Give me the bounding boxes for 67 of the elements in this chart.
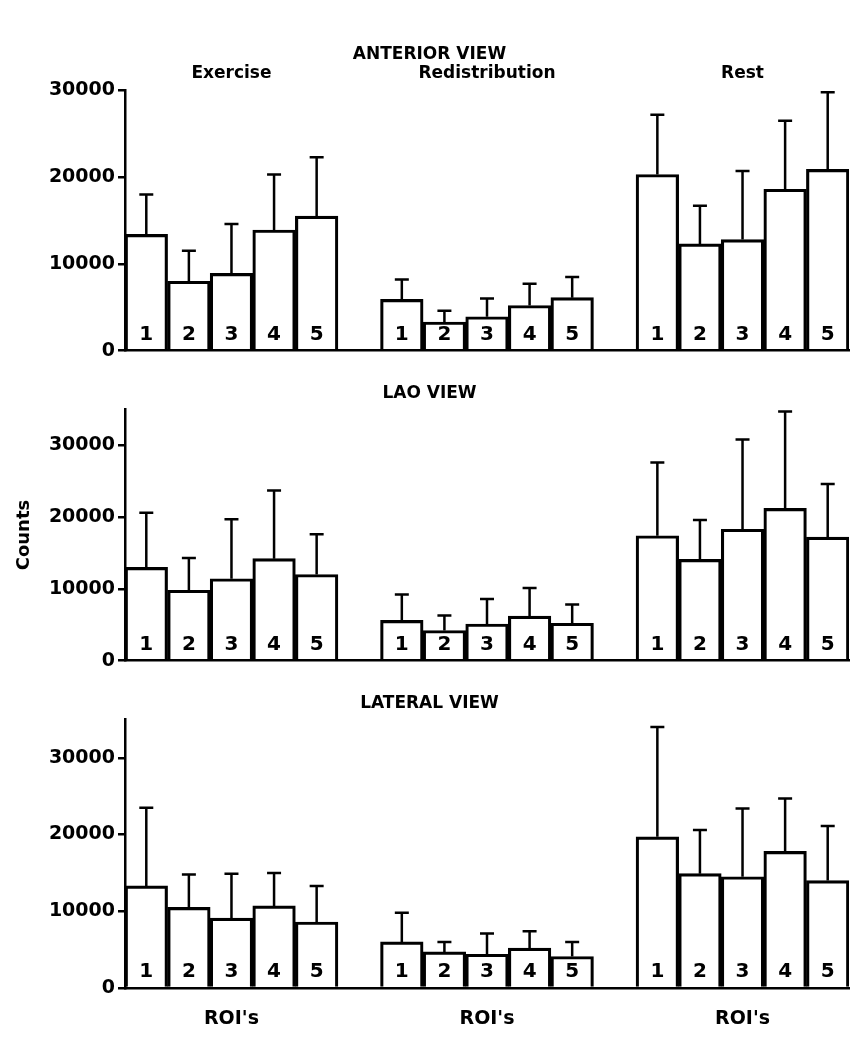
chart-title: ANTERIOR VIEW (352, 42, 507, 63)
x-tick-label: 1 (139, 320, 154, 345)
x-tick-label: 5 (309, 320, 324, 345)
y-tick-label: 10000 (48, 250, 115, 273)
y-tick-label: 30000 (48, 432, 115, 455)
x-tick-label: 2 (437, 320, 452, 345)
x-tick-label: 2 (181, 630, 196, 655)
x-tick-label: 4 (267, 958, 282, 983)
x-tick-label: 1 (394, 320, 409, 345)
y-tick-label: 0 (101, 337, 115, 360)
text: Rest (721, 62, 764, 83)
x-tick-label: 3 (224, 320, 239, 345)
x-axis-title: ROI's (203, 1006, 259, 1029)
x-tick-label: 1 (650, 958, 665, 983)
x-tick-label: 2 (692, 320, 707, 345)
x-tick-label: 2 (437, 958, 452, 983)
chart-title: LATERAL VIEW (360, 691, 500, 712)
y-tick-label: 30000 (48, 744, 115, 767)
x-tick-label: 3 (224, 958, 239, 983)
x-tick-label: 3 (735, 320, 750, 345)
y-tick-label: 20000 (48, 821, 115, 844)
x-tick-label: 3 (735, 958, 750, 983)
x-tick-label: 3 (735, 630, 750, 655)
x-tick-label: 1 (650, 320, 665, 345)
y-tick-label: 0 (101, 974, 115, 997)
chart-title: LAO VIEW (382, 381, 477, 402)
y-tick-label: 30000 (48, 77, 115, 100)
text: Exercise (191, 62, 272, 83)
text: Redistribution (418, 62, 556, 83)
y-tick-label: 20000 (48, 503, 115, 526)
x-tick-label: 4 (267, 630, 282, 655)
x-tick-label: 5 (309, 958, 324, 983)
y-tick-label: 20000 (48, 164, 115, 187)
x-tick-label: 2 (181, 320, 196, 345)
text: ROI's (715, 1006, 771, 1029)
y-tick-label: 0 (101, 647, 115, 670)
x-tick-label: 2 (181, 958, 196, 983)
x-tick-label: 5 (820, 958, 835, 983)
x-tick-label: 3 (480, 320, 494, 345)
x-tick-label: 4 (522, 320, 537, 345)
y-axis-title: Counts (12, 499, 34, 571)
x-tick-label: 4 (778, 630, 793, 655)
x-tick-label: 4 (778, 958, 793, 983)
x-tick-label: 5 (820, 320, 835, 345)
x-tick-label: 1 (139, 958, 154, 983)
x-tick-label: 3 (480, 630, 494, 655)
x-tick-label: 4 (522, 630, 537, 655)
x-tick-label: 4 (267, 320, 282, 345)
y-tick-label: 10000 (48, 575, 115, 598)
x-tick-label: 5 (565, 320, 580, 345)
x-tick-label: 5 (565, 630, 580, 655)
x-tick-label: 4 (522, 958, 537, 983)
x-tick-label: 3 (480, 958, 494, 983)
x-tick-label: 3 (224, 630, 239, 655)
x-tick-label: 1 (394, 958, 409, 983)
x-tick-label: 4 (778, 320, 793, 345)
x-tick-label: 5 (565, 958, 580, 983)
x-tick-label: 2 (437, 630, 452, 655)
x-tick-label: 2 (692, 958, 707, 983)
x-tick-label: 1 (394, 630, 409, 655)
x-tick-label: 1 (650, 630, 665, 655)
text: ROI's (459, 1006, 515, 1029)
x-tick-label: 5 (309, 630, 324, 655)
y-tick-label: 10000 (48, 898, 115, 921)
x-tick-label: 1 (139, 630, 154, 655)
x-tick-label: 2 (692, 630, 707, 655)
x-tick-label: 5 (820, 630, 835, 655)
